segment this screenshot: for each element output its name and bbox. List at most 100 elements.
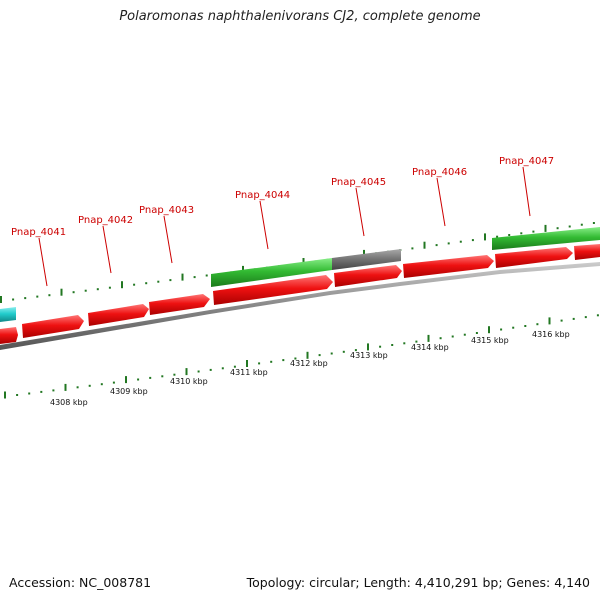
- scale-label: 4309 kbp: [110, 387, 148, 396]
- scale-label: 4313 kbp: [350, 351, 388, 360]
- minor-tick: [270, 360, 273, 363]
- major-tick: [242, 265, 244, 273]
- minor-tick: [209, 368, 212, 371]
- minor-tick: [161, 375, 164, 378]
- minor-tick: [596, 314, 599, 317]
- minor-tick: [471, 239, 474, 242]
- cds-arrow[interactable]: [22, 315, 84, 338]
- feature-green-2[interactable]: [492, 227, 600, 250]
- major-tick: [363, 249, 365, 257]
- cds-arrow[interactable]: [574, 244, 600, 260]
- minor-tick: [88, 384, 91, 387]
- minor-tick: [28, 392, 31, 395]
- feature-track-upper: [211, 227, 600, 287]
- major-tick: [125, 376, 127, 384]
- minor-tick: [258, 362, 261, 365]
- major-tick: [60, 288, 63, 296]
- gene-label[interactable]: Pnap_4047: [499, 156, 554, 167]
- minor-tick: [52, 389, 55, 392]
- scale-ticks: [4, 314, 599, 399]
- minor-tick: [391, 344, 394, 346]
- gene-label[interactable]: Pnap_4045: [331, 177, 386, 188]
- minor-tick: [149, 376, 152, 379]
- major-tick: [306, 351, 309, 359]
- minor-tick: [137, 378, 140, 381]
- cds-track: [0, 244, 600, 344]
- minor-tick: [411, 247, 414, 250]
- minor-tick: [592, 222, 595, 224]
- gene-label[interactable]: Pnap_4041: [11, 227, 66, 238]
- major-tick: [427, 334, 430, 342]
- major-tick: [484, 233, 486, 241]
- minor-tick: [157, 280, 160, 283]
- minor-tick: [108, 286, 111, 289]
- minor-tick: [233, 365, 236, 368]
- accession-text: Accession: NC_008781: [9, 575, 152, 590]
- minor-tick: [403, 342, 406, 345]
- gene-label[interactable]: Pnap_4044: [235, 190, 290, 201]
- minor-tick: [532, 230, 535, 233]
- minor-tick: [330, 352, 333, 355]
- cds-arrow[interactable]: [0, 307, 16, 322]
- minor-tick: [36, 295, 39, 298]
- gene-label[interactable]: Pnap_4046: [412, 167, 467, 178]
- cds-arrow[interactable]: [213, 275, 333, 305]
- cds-arrow[interactable]: [403, 255, 494, 278]
- cds-arrow[interactable]: [495, 247, 573, 268]
- major-tick: [367, 343, 369, 351]
- minor-tick: [520, 232, 523, 235]
- minor-tick: [580, 223, 583, 226]
- minor-tick: [354, 349, 357, 352]
- minor-tick: [496, 235, 499, 238]
- genome-backbone: [0, 262, 600, 350]
- minor-tick: [221, 367, 224, 370]
- cds-arrow[interactable]: [149, 294, 210, 315]
- scale-label: 4308 kbp: [50, 398, 88, 407]
- gene-label[interactable]: Pnap_4042: [78, 215, 133, 226]
- cds-arrow[interactable]: [0, 327, 18, 344]
- genome-summary-text: Topology: circular; Length: 4,410,291 bp…: [246, 575, 590, 590]
- minor-tick: [342, 350, 345, 353]
- scale-label: 4312 kbp: [290, 359, 328, 368]
- minor-tick: [76, 386, 79, 389]
- minor-tick: [439, 337, 442, 340]
- minor-tick: [572, 317, 575, 320]
- minor-tick: [84, 289, 87, 292]
- major-tick: [121, 281, 123, 289]
- cds-arrow[interactable]: [334, 265, 402, 287]
- minor-tick: [435, 244, 438, 247]
- major-tick: [423, 241, 426, 249]
- feature-green-1[interactable]: [211, 258, 332, 287]
- minor-tick: [584, 316, 587, 319]
- cds-arrow[interactable]: [88, 304, 149, 326]
- minor-tick: [475, 332, 478, 334]
- minor-tick: [16, 394, 19, 396]
- minor-tick: [12, 298, 15, 301]
- minor-tick: [169, 279, 172, 282]
- scale-label: 4316 kbp: [532, 330, 570, 339]
- scale-label: 4315 kbp: [471, 336, 509, 345]
- major-tick: [4, 391, 6, 399]
- minor-tick: [560, 319, 563, 322]
- map-title: Polaromonas naphthalenivorans CJ2, compl…: [119, 9, 481, 24]
- minor-tick: [318, 354, 321, 357]
- scale-label: 4314 kbp: [411, 343, 449, 352]
- minor-tick: [512, 326, 515, 329]
- gene-labels: Pnap_4041 Pnap_4042 Pnap_4043 Pnap_4044 …: [11, 156, 554, 287]
- minor-tick: [556, 227, 559, 230]
- minor-tick: [508, 234, 511, 236]
- minor-tick: [294, 357, 297, 360]
- feature-gray-1[interactable]: [332, 249, 401, 270]
- minor-tick: [48, 294, 51, 297]
- major-tick: [302, 258, 305, 265]
- minor-tick: [173, 373, 176, 376]
- minor-tick: [500, 328, 503, 331]
- minor-tick: [72, 291, 75, 294]
- minor-tick: [568, 225, 571, 228]
- gene-label[interactable]: Pnap_4043: [139, 205, 194, 216]
- minor-tick: [197, 370, 200, 373]
- minor-tick: [100, 383, 103, 386]
- scale-labels: 4308 kbp 4309 kbp 4310 kbp 4311 kbp 4312…: [50, 330, 570, 407]
- major-tick: [181, 273, 184, 281]
